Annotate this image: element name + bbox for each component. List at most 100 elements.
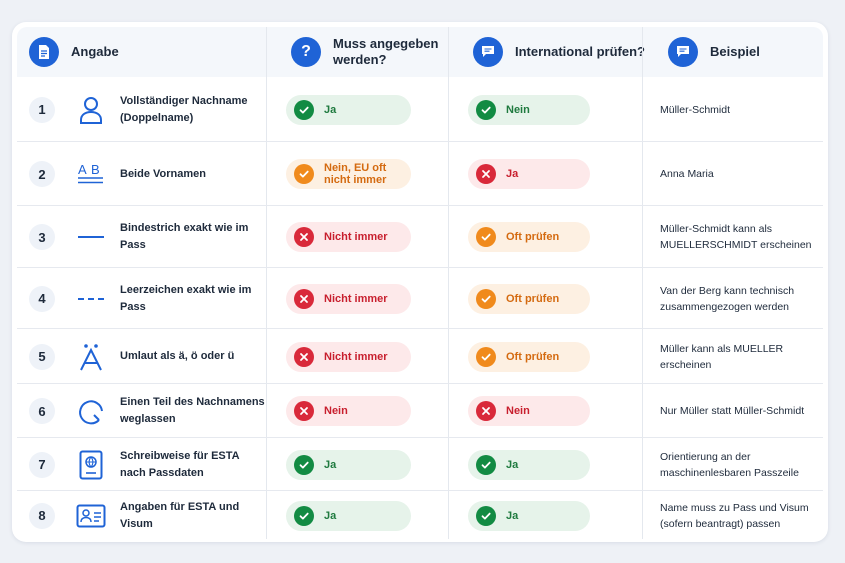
- international-badge: Oft prüfen: [468, 283, 590, 314]
- row-number: 2: [29, 161, 55, 187]
- row-label: Schreibweise für ESTA nach Passdaten: [120, 449, 240, 479]
- international-badge: Ja: [468, 159, 590, 189]
- example-text: Müller-Schmidt: [660, 103, 731, 116]
- example-text: Anna Maria: [660, 168, 714, 180]
- international-badge: Ja: [468, 449, 590, 480]
- header-label: Beispiel: [710, 44, 760, 59]
- row-label: Vollständiger Nachname (Doppelname): [120, 94, 248, 124]
- table-row: 6 Einen Teil des Nachnamens weglassen Nein…: [17, 384, 823, 438]
- check-icon: [476, 454, 496, 475]
- check-icon: [476, 346, 496, 367]
- badge-text: Oft prüfen: [506, 231, 560, 243]
- international-badge: Nein: [468, 94, 590, 125]
- header-label: International prüfen?: [515, 44, 645, 59]
- example-text: Nur Müller statt Müller-Schmidt: [660, 405, 805, 417]
- badge-text: Nicht immer: [324, 350, 388, 363]
- badge-text: Ja: [324, 103, 337, 116]
- row-divider: [17, 267, 823, 268]
- badge-text: Nicht immer: [324, 292, 388, 305]
- required-badge: Nein, EU oft nicht immer: [286, 159, 411, 189]
- table-row: 1 Vollständiger Nachname (Doppelname) Ja Ne…: [17, 77, 823, 142]
- header-beispiel: Beispiel: [668, 27, 818, 77]
- table-header: Angabe ? Muss angegeben werden? Internat…: [17, 27, 823, 77]
- row-label: Leerzeichen exakt wie im Pass: [120, 283, 252, 313]
- badge-text: Ja: [506, 458, 519, 471]
- check-icon: [294, 505, 314, 526]
- id-card-icon: [75, 500, 107, 532]
- badge-text: Ja: [324, 458, 337, 471]
- example-text: Name muss zu Pass und Visum (sofern bean…: [660, 501, 809, 530]
- dashed-line-icon: [75, 283, 107, 315]
- header-angabe: Angabe: [29, 27, 269, 77]
- row-number: 1: [29, 96, 55, 123]
- x-icon: [294, 401, 314, 421]
- column-divider: [448, 27, 449, 539]
- x-icon: [294, 346, 314, 367]
- badge-text: Nein: [506, 405, 530, 417]
- international-badge: Nein: [468, 396, 590, 426]
- umlaut-a-icon: [75, 341, 107, 373]
- international-badge: Ja: [468, 500, 590, 531]
- header-required: ? Muss angegeben werden?: [291, 27, 471, 77]
- chat-icon: [668, 37, 698, 67]
- international-badge: Oft prüfen: [468, 341, 590, 372]
- row-number: 8: [29, 502, 55, 529]
- international-badge: Oft prüfen: [468, 222, 590, 252]
- required-badge: Ja: [286, 94, 411, 125]
- table-row: 2 A B Beide Vornamen Nein, EU oft nicht imme…: [17, 142, 823, 206]
- row-number: 6: [29, 398, 55, 424]
- partial-circle-icon: [75, 395, 107, 427]
- row-number: 5: [29, 343, 55, 370]
- svg-text:B: B: [91, 162, 100, 177]
- badge-text: Nein: [324, 405, 348, 417]
- row-divider: [17, 383, 823, 384]
- example-text: Müller-Schmidt kann als MUELLERSCHMIDT e…: [660, 223, 812, 251]
- table-row: 4 Leerzeichen exakt wie im Pass Nicht imme…: [17, 268, 823, 329]
- row-label: Bindestrich exakt wie im Pass: [120, 222, 249, 251]
- passport-icon: [75, 449, 107, 481]
- row-label: Beide Vornamen: [120, 167, 206, 180]
- row-divider: [17, 205, 823, 206]
- check-icon: [294, 99, 314, 120]
- check-icon: [476, 288, 496, 309]
- required-badge: Ja: [286, 449, 411, 480]
- header-international: International prüfen?: [473, 27, 653, 77]
- badge-text: Nein: [506, 103, 530, 116]
- row-label: Angaben für ESTA und Visum: [120, 500, 240, 530]
- example-text: Müller kann als MUELLER erscheinen: [660, 342, 784, 371]
- comparison-table: Angabe ? Muss angegeben werden? Internat…: [12, 22, 828, 542]
- table-row: 7 Schreibweise für ESTA nach Passdaten Ja J…: [17, 438, 823, 491]
- x-icon: [476, 401, 496, 421]
- row-divider: [17, 141, 823, 142]
- required-badge: Ja: [286, 500, 411, 531]
- badge-text: Nein, EU oft nicht immer: [324, 162, 387, 186]
- row-number: 7: [29, 451, 55, 478]
- badge-text: Ja: [506, 168, 519, 180]
- chat-icon: [473, 37, 503, 67]
- x-icon: [294, 288, 314, 309]
- x-icon: [476, 164, 496, 184]
- row-number: 4: [29, 285, 55, 312]
- badge-text: Ja: [324, 509, 337, 522]
- x-icon: [294, 227, 314, 247]
- required-badge: Nicht immer: [286, 341, 411, 372]
- column-divider: [642, 27, 643, 539]
- hyphen-line-icon: [75, 221, 107, 253]
- row-divider: [17, 490, 823, 491]
- header-label: Muss angegeben werden?: [333, 36, 439, 67]
- question-icon: ?: [291, 37, 321, 67]
- badge-text: Nicht immer: [324, 231, 388, 243]
- check-icon: [476, 99, 496, 120]
- required-badge: Nicht immer: [286, 283, 411, 314]
- required-badge: Nicht immer: [286, 222, 411, 252]
- badge-text: Oft prüfen: [506, 292, 560, 305]
- check-icon: [294, 454, 314, 475]
- svg-text:A: A: [78, 162, 87, 177]
- column-divider: [266, 27, 267, 539]
- row-divider: [17, 437, 823, 438]
- badge-text: Ja: [506, 509, 519, 522]
- required-badge: Nein: [286, 396, 411, 426]
- row-number: 3: [29, 224, 55, 250]
- row-label: Einen Teil des Nachnamens weglassen: [120, 396, 265, 425]
